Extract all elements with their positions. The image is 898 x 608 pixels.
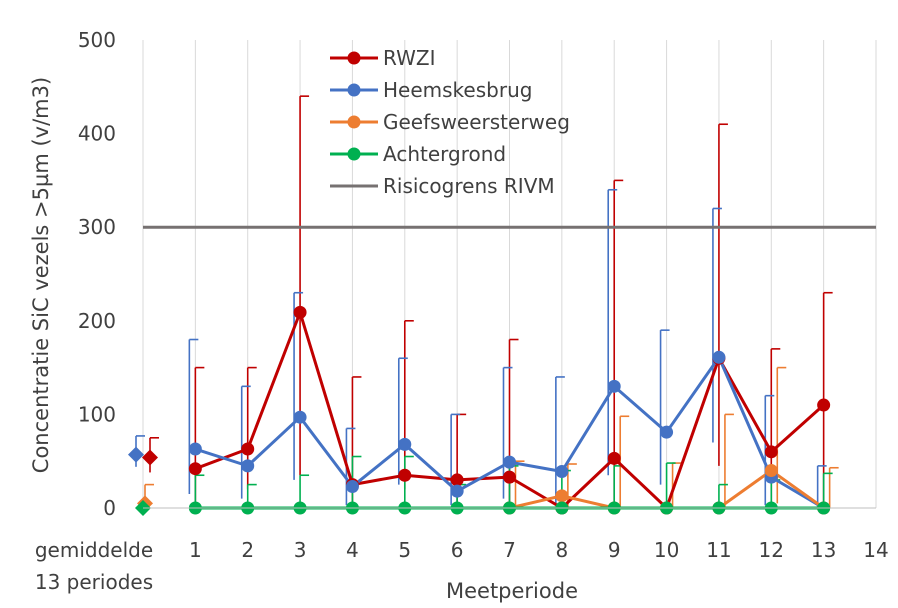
legend-label-risicogrens-rivm: Risicogrens RIVM [383, 174, 555, 198]
x-tick-4: 4 [346, 538, 359, 562]
y-tick-0: 0 [103, 496, 116, 520]
y-axis-title: Concentratie SiC vezels >5µm (v/m3) [29, 77, 53, 473]
point-rwzi-3 [293, 305, 307, 319]
y-tick-500: 500 [78, 28, 116, 52]
x-tick-3: 3 [294, 538, 307, 562]
y-tick-100: 100 [78, 402, 116, 426]
point-heemskesbrug-2 [241, 459, 255, 473]
x-tick-6: 6 [451, 538, 464, 562]
x-tick-average-line1: gemiddelde [35, 538, 153, 562]
point-heemskesbrug-4 [345, 479, 359, 493]
point-heemskesbrug-8 [555, 464, 569, 478]
point-heemskesbrug-3 [293, 410, 307, 424]
legend-label-rwzi: RWZI [383, 46, 435, 70]
legend-label-geefsweersterweg: Geefsweersterweg [383, 110, 570, 134]
average-marker-rwzi [142, 449, 158, 466]
x-tick-9: 9 [608, 538, 621, 562]
point-heemskesbrug-11 [712, 350, 726, 364]
point-heemskesbrug-10 [660, 425, 674, 439]
point-rwzi-7 [503, 470, 516, 484]
average-marker-heemskesbrug [128, 446, 144, 463]
x-tick-8: 8 [555, 538, 568, 562]
point-rwzi-6 [450, 473, 464, 487]
y-tick-300: 300 [78, 215, 116, 239]
x-tick-11: 11 [706, 538, 731, 562]
legend-label-heemskesbrug: Heemskesbrug [383, 78, 532, 102]
point-rwzi-12 [764, 445, 778, 459]
x-tick-13: 13 [811, 538, 836, 562]
x-tick-average-line2: 13 periodes [35, 570, 153, 594]
point-heemskesbrug-9 [607, 379, 621, 393]
x-tick-14: 14 [863, 538, 888, 562]
x-tick-10: 10 [654, 538, 679, 562]
point-rwzi-2 [241, 442, 255, 456]
legend-marker-heemskesbrug [347, 83, 361, 97]
point-rwzi-13 [817, 398, 831, 412]
legend-marker-achtergrond [347, 147, 361, 161]
legend-marker-rwzi [347, 51, 361, 65]
point-heemskesbrug-1 [188, 442, 202, 456]
x-tick-1: 1 [189, 538, 202, 562]
point-geefsweersterweg-8 [555, 489, 569, 503]
y-tick-400: 400 [78, 122, 116, 146]
point-heemskesbrug-6 [450, 484, 464, 498]
point-heemskesbrug-5 [398, 437, 412, 451]
x-axis-title: Meetperiode [446, 579, 578, 603]
legend-label-achtergrond: Achtergrond [383, 142, 506, 166]
legend-marker-geefsweersterweg [347, 115, 361, 129]
x-tick-5: 5 [398, 538, 411, 562]
point-rwzi-1 [188, 462, 202, 476]
point-rwzi-5 [398, 468, 412, 482]
point-heemskesbrug-7 [503, 455, 516, 469]
point-rwzi-9 [607, 451, 621, 465]
legend: RWZI Heemskesbrug Geefsweersterweg Achtergr… [330, 46, 570, 198]
x-tick-7: 7 [503, 538, 516, 562]
y-tick-200: 200 [78, 309, 116, 333]
x-tick-12: 12 [759, 538, 784, 562]
point-geefsweersterweg-12 [764, 464, 778, 478]
x-tick-2: 2 [241, 538, 254, 562]
